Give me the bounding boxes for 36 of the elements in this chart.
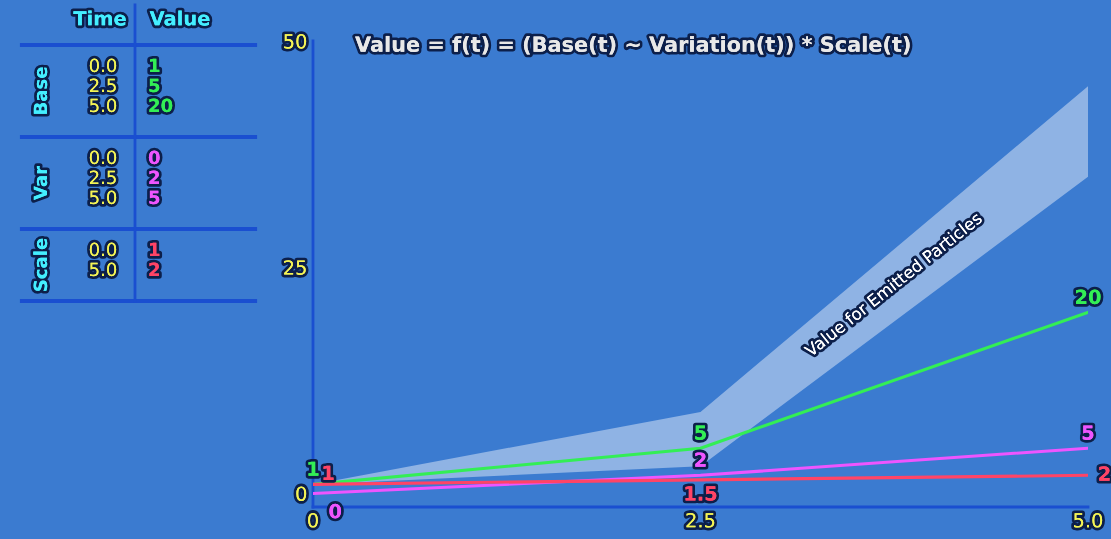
x-tick-label: 5.0 — [1074, 512, 1103, 528]
text: 20 — [149, 98, 173, 113]
text: 0 — [148, 150, 160, 165]
text: 5.0 — [90, 262, 117, 277]
text: 2.5 — [89, 78, 116, 93]
data-label: 5 — [695, 425, 706, 440]
text: 2.5 — [89, 170, 116, 185]
text: 0.0 — [89, 242, 117, 257]
text: Time — [73, 10, 126, 26]
data-label: 2 — [1099, 466, 1110, 481]
text: 5 — [149, 78, 160, 93]
text: 5.0 — [90, 190, 117, 205]
text: 5.0 — [90, 98, 117, 113]
text: 0.0 — [89, 150, 117, 165]
data-label: 5 — [1082, 425, 1094, 440]
text: Value — [149, 10, 210, 26]
data-label: 20 — [1076, 289, 1101, 305]
text: Scale — [33, 238, 48, 291]
text: Var — [33, 166, 48, 200]
chart-title: Value = f(t) = (Base(t) ~ Variation(t)) * Scale(t) — [355, 35, 910, 55]
text: 1 — [150, 242, 160, 256]
text: 2 — [149, 262, 159, 276]
data-label: 1.5 — [685, 486, 717, 501]
text: 0.0 — [89, 58, 117, 73]
data-label: 2 — [695, 452, 706, 467]
y-tick-label: 50 — [284, 33, 307, 49]
y-tick-label: 0 — [296, 486, 307, 502]
y-tick-label: 25 — [284, 260, 306, 275]
text: 5 — [149, 190, 160, 205]
text: 1 — [150, 58, 160, 72]
text: Base — [33, 67, 48, 114]
x-tick-label: 2.5 — [686, 512, 715, 528]
data-label: 1 — [323, 465, 334, 481]
x-tick-label: 0 — [308, 512, 318, 528]
text: 2 — [149, 170, 159, 184]
data-label: 1 — [308, 461, 319, 476]
